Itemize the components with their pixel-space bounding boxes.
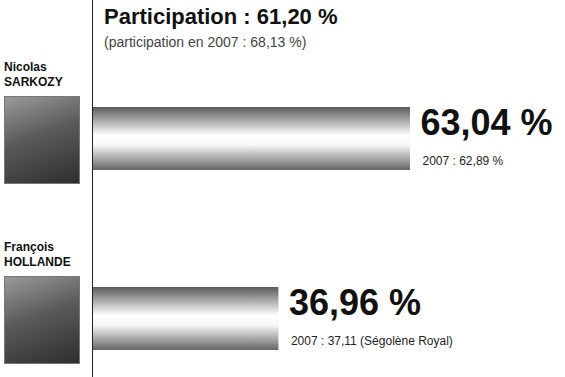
html-text:(participation en 2007 : 68,13: (participation en 2007 : 68,13 %) [104, 34, 307, 50]
svg-text:36,96 %: 36,96 % [289, 282, 421, 323]
html-text:Nicolas: Nicolas [4, 60, 47, 74]
html-text:Participation : 61,20 %: Participation : 61,20 % [104, 4, 338, 29]
html-text:HOLLANDE: HOLLANDE [4, 255, 71, 269]
html-text:SARKOZY: SARKOZY [4, 75, 63, 89]
svg-text:2007 : 37,11 (Ségolène Royal): 2007 : 37,11 (Ségolène Royal) [291, 334, 453, 348]
html-text:François: François [4, 240, 54, 254]
svg-text:2007 : 62,89 %: 2007 : 62,89 % [423, 154, 504, 168]
svg-text:63,04 %: 63,04 % [421, 102, 553, 143]
